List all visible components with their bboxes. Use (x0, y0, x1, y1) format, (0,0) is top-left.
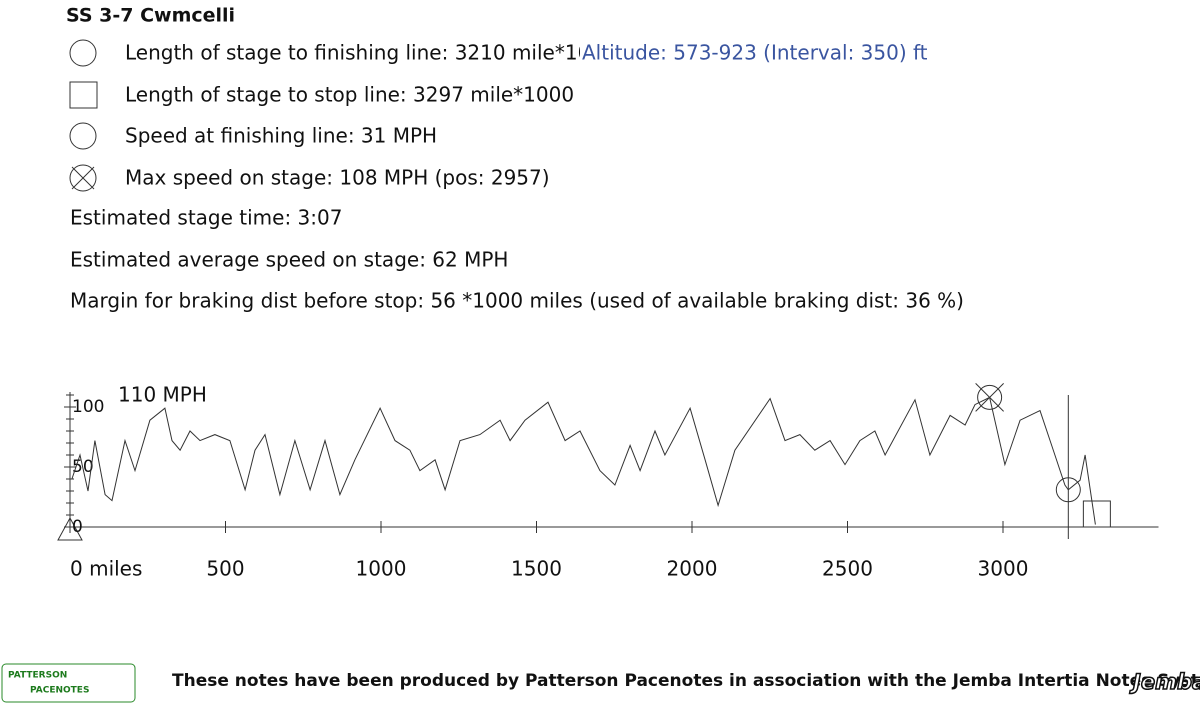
speed-line (71, 396, 1096, 525)
stop-marker (1082, 500, 1111, 528)
x-tick-label: 2500 (822, 557, 873, 581)
legend-text: Length of stage to finishing line: 3210 … (125, 41, 616, 65)
logo-left (1, 663, 136, 703)
title: SS 3-7 Cwmcelli (66, 5, 235, 27)
y-tick-label: 0 (72, 517, 83, 537)
legend-text: Max speed on stage: 108 MPH (pos: 2957) (125, 166, 550, 190)
legend-icons (69, 39, 98, 192)
stat: Estimated average speed on stage: 62 MPH (70, 248, 508, 272)
footer-text: These notes have been produced by Patter… (172, 671, 1200, 691)
stat: Margin for braking dist before stop: 56 … (70, 289, 964, 313)
x-tick-label: 0 miles (70, 557, 142, 581)
x-tick-label: 1000 (356, 557, 407, 581)
origin-marker (57, 516, 83, 541)
finish-marker (1055, 477, 1081, 503)
max-cross (975, 383, 1004, 412)
logo-right: Jemba (1129, 670, 1200, 694)
logo-text: PACENOTES (30, 686, 89, 696)
x-tick-label: 3000 (978, 557, 1029, 581)
x-tick-label: 1500 (511, 557, 562, 581)
legend-text: Length of stage to stop line: 3297 mile*… (125, 83, 574, 107)
altitude-bg (580, 40, 980, 68)
legend-text: Speed at finishing line: 31 MPH (125, 124, 437, 148)
y-tick-label: 100 (72, 397, 104, 417)
max-marker (977, 384, 1003, 410)
altitude: Altitude: 573-923 (Interval: 350) ft (582, 41, 928, 65)
stat: Estimated stage time: 3:07 (70, 206, 342, 230)
stop-icon (69, 81, 98, 109)
x-tick-label: 500 (206, 557, 244, 581)
x-tick-label: 2000 (667, 557, 718, 581)
max-icon (69, 164, 97, 192)
axis-annotation: 110 MPH (118, 383, 207, 407)
finish-icon (69, 39, 97, 67)
speed-icon (69, 122, 97, 150)
logo-text: PATTERSON (8, 671, 67, 681)
